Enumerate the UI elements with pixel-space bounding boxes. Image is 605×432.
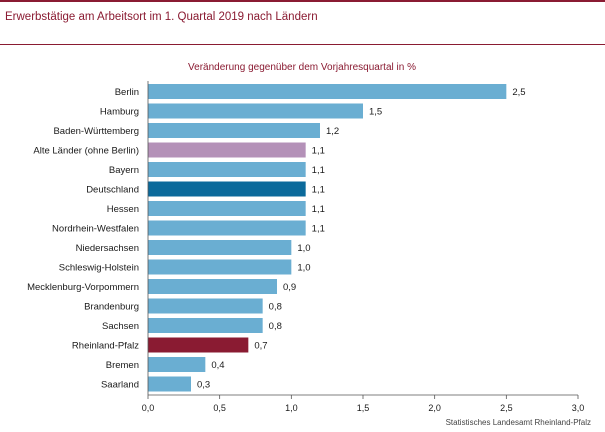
page-title: Erwerbstätige am Arbeitsort im 1. Quarta… [5, 11, 318, 23]
bar-1 [148, 103, 363, 119]
value-label: 0,3 [197, 380, 210, 391]
bar-9 [148, 259, 292, 275]
value-label: 0,4 [211, 360, 224, 371]
category-label: Deutschland [86, 185, 139, 196]
category-label: Saarland [101, 380, 139, 391]
category-label: Brandenburg [84, 302, 139, 313]
value-label: 1,1 [312, 204, 325, 215]
value-label: 2,5 [512, 87, 525, 98]
category-label: Niedersachsen [76, 243, 139, 254]
source-note: Statistisches Landesamt Rheinland-Pfalz [445, 418, 591, 427]
bar-0 [148, 84, 507, 99]
x-tick-label: 1,5 [357, 403, 370, 413]
category-label: Baden-Württemberg [53, 126, 139, 137]
bar-14 [148, 357, 206, 372]
top-accent-rule [0, 0, 605, 2]
value-label: 0,8 [269, 321, 282, 332]
bar-2 [148, 123, 320, 138]
bar-6 [148, 201, 306, 216]
value-label: 1,2 [326, 126, 339, 137]
value-label: 0,7 [254, 341, 267, 352]
bar-15 [148, 376, 191, 392]
bar-12 [148, 318, 263, 333]
bar-8 [148, 240, 292, 255]
value-label: 1,1 [312, 185, 325, 196]
category-label: Sachsen [102, 321, 139, 332]
bar-5 [148, 181, 306, 197]
value-label: 1,1 [312, 165, 325, 176]
x-tick-label: 1,0 [285, 403, 298, 413]
category-label: Bayern [109, 165, 139, 176]
chart-title: Veränderung gegenüber dem Vorjahresquart… [188, 62, 416, 73]
value-label: 1,1 [312, 224, 325, 235]
value-label: 0,9 [283, 282, 296, 293]
x-tick-label: 2,0 [428, 403, 441, 413]
header-divider [0, 44, 605, 45]
category-label: Schleswig-Holstein [59, 263, 139, 274]
value-label: 0,8 [269, 302, 282, 313]
category-label: Hamburg [100, 107, 139, 118]
category-label: Nordrhein-Westfalen [52, 224, 139, 235]
category-label: Rheinland-Pfalz [72, 341, 139, 352]
bar-10 [148, 279, 277, 294]
x-tick-label: 0,5 [213, 403, 226, 413]
value-label: 1,0 [297, 243, 310, 254]
category-label: Alte Länder (ohne Berlin) [33, 146, 139, 157]
value-label: 1,1 [312, 146, 325, 157]
x-axis: 0,0 0,5 1,0 1,5 2,0 2,5 3,0 [142, 81, 585, 413]
bar-3 [148, 142, 306, 158]
category-label: Mecklenburg-Vorpommern [27, 282, 139, 293]
bar-4 [148, 162, 306, 177]
value-label: 1,5 [369, 107, 382, 118]
bar-11 [148, 298, 263, 314]
bar-13 [148, 337, 249, 353]
x-tick-label: 2,5 [500, 403, 513, 413]
x-tick-label: 3,0 [572, 403, 585, 413]
category-label: Hessen [107, 204, 139, 215]
category-label: Berlin [115, 87, 139, 98]
value-label: 1,0 [297, 263, 310, 274]
bars-group: Berlin 2,5 Hamburg 1,5 Baden-Württemberg 1,2 A… [27, 84, 526, 392]
category-label: Bremen [106, 360, 139, 371]
bar-7 [148, 220, 306, 236]
x-tick-label: 0,0 [142, 403, 155, 413]
